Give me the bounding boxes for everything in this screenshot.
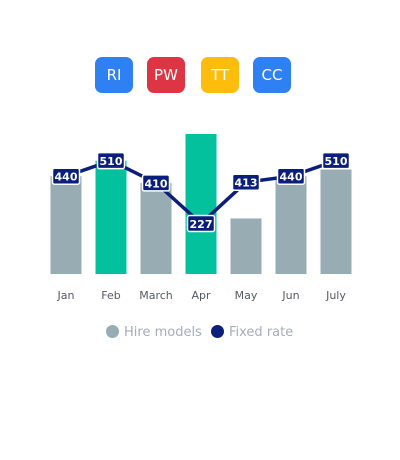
bar-july[interactable] [320, 169, 352, 274]
data-label: 410 [141, 174, 171, 192]
data-label-box [276, 167, 306, 185]
data-label-box [321, 151, 351, 170]
x-tick-label: Jan [57, 289, 75, 302]
data-label: 227 [186, 214, 216, 233]
data-label: 440 [51, 167, 81, 185]
x-tick-label: March [139, 289, 173, 302]
x-tick-label: Jun [281, 289, 299, 302]
data-label-box [186, 214, 216, 233]
legend-item-fixed-rate[interactable]: Fixed rate [211, 323, 293, 343]
bar-jun[interactable] [275, 176, 307, 274]
badge-pw[interactable]: PW [147, 57, 185, 93]
data-label-box [96, 151, 126, 170]
badge-tt[interactable]: TT [201, 57, 239, 93]
x-axis-labels: Jan Feb March Apr May Jun July [57, 289, 347, 302]
badge-cc[interactable]: CC [253, 57, 291, 93]
x-tick-label: May [235, 289, 258, 302]
x-tick-label: July [325, 289, 346, 302]
badge-ri[interactable]: RI [95, 57, 133, 93]
data-label-text: 510 [100, 155, 123, 168]
bar-march[interactable] [140, 182, 172, 274]
data-label-text: 413 [235, 177, 258, 190]
tag-badges: RI PW TT CC [0, 57, 400, 93]
data-label-text: 440 [55, 171, 78, 184]
bar-may[interactable] [230, 218, 262, 274]
line-labels: 440 510 410 227 413 440 510 [51, 151, 351, 233]
legend-dot-icon [211, 325, 224, 338]
legend-item-hire-models[interactable]: Hire models [106, 323, 202, 343]
x-tick-label: Feb [101, 289, 120, 302]
data-label-text: 440 [280, 171, 303, 184]
data-label-box [141, 174, 171, 192]
x-tick-label: Apr [191, 289, 211, 302]
data-label: 440 [276, 167, 306, 185]
data-label-text: 410 [145, 177, 168, 190]
data-label: 413 [231, 173, 261, 191]
bar-feb[interactable] [95, 160, 127, 274]
data-label-text: 510 [325, 155, 348, 168]
bar-jan[interactable] [50, 176, 82, 274]
legend-label: Fixed rate [229, 325, 294, 340]
data-label: 510 [96, 151, 126, 170]
chart-legend: Hire models Fixed rate [0, 323, 400, 343]
data-label-box [51, 167, 81, 185]
bar-apr[interactable] [185, 134, 217, 274]
bar-series [50, 134, 352, 274]
data-label: 510 [321, 151, 351, 170]
data-label-box [231, 173, 261, 191]
legend-dot-icon [106, 325, 119, 338]
data-label-text: 227 [190, 218, 213, 231]
legend-label: Hire models [124, 325, 202, 340]
